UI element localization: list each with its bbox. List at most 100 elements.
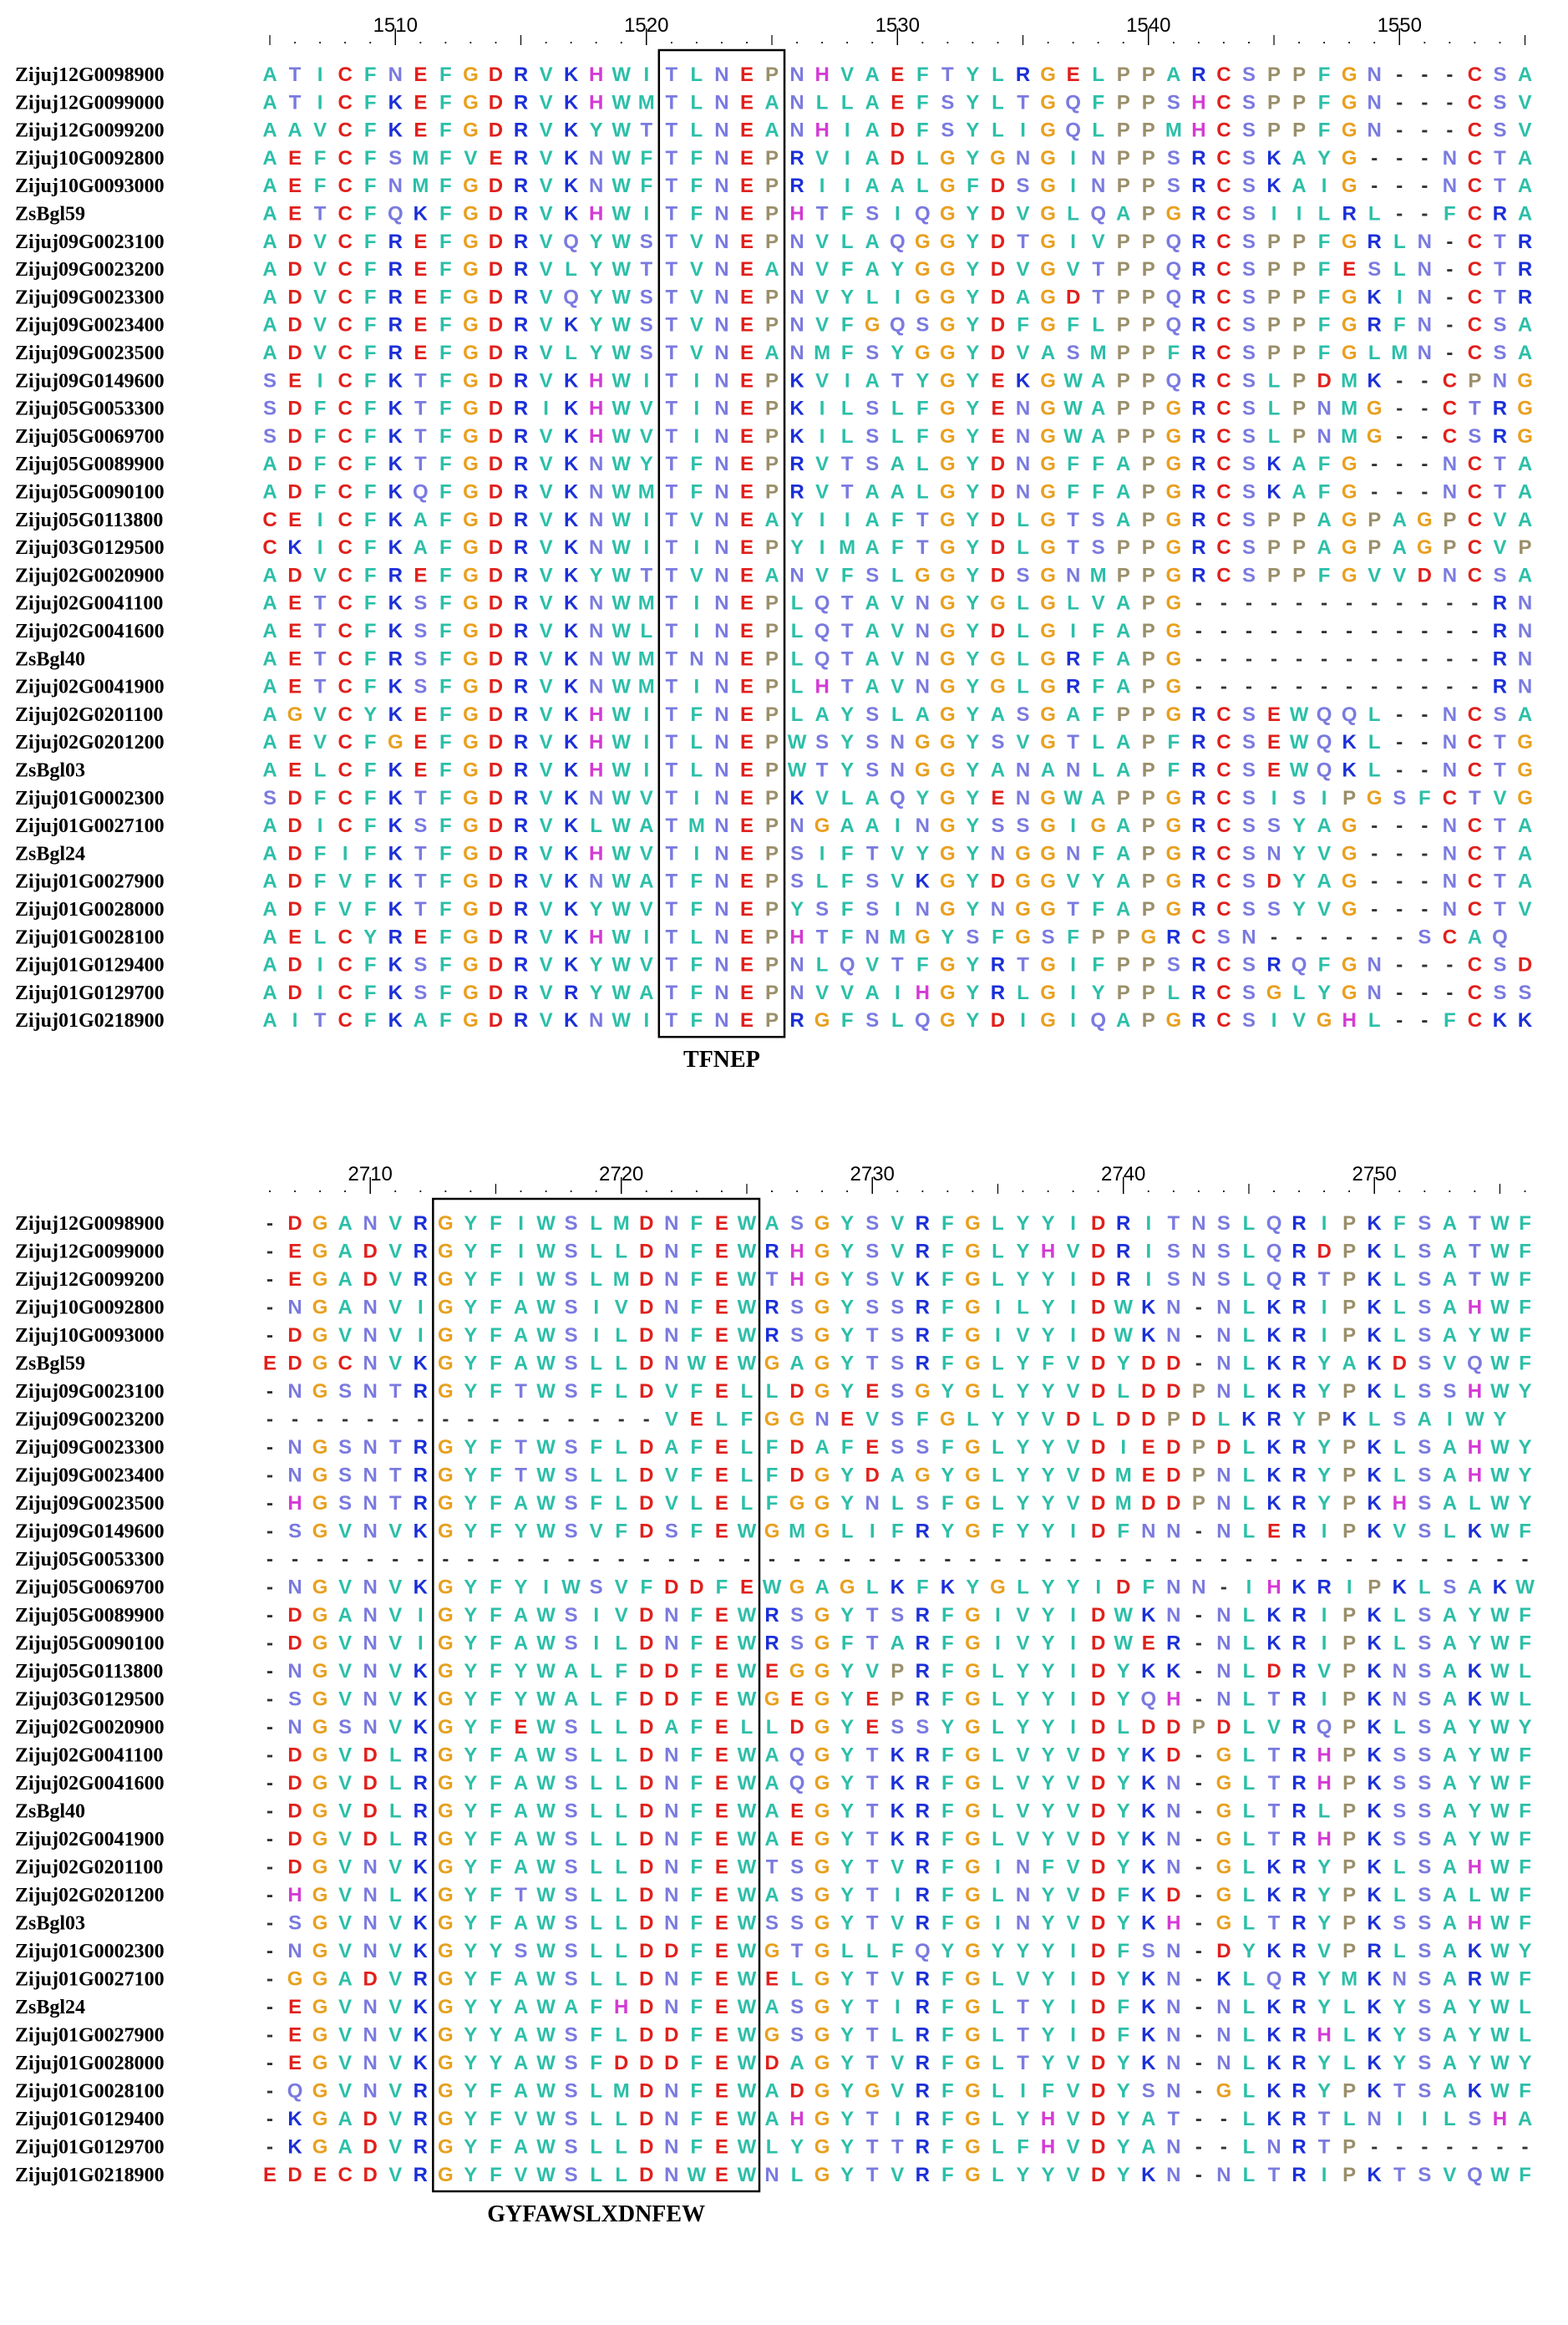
residue: R [414,1744,428,1767]
residue: P [1142,703,1155,726]
residue: S [565,2080,578,2103]
residue: D [489,815,503,837]
residue: W [738,2136,757,2159]
residue: R [1291,1744,1306,1767]
residue: P [1192,1436,1205,1459]
residue: G [965,1297,981,1319]
residue: F [916,954,929,977]
ruler-label: 1540 [1126,14,1170,37]
residue: S [865,453,879,475]
residue: T [941,63,954,86]
residue: P [1368,509,1381,531]
ruler-dot: . [1297,30,1302,47]
residue: P [1292,564,1306,586]
residue: G [1342,231,1357,253]
residue: L [992,2080,1004,2103]
residue: G [789,1576,805,1599]
residue: W [1063,398,1083,420]
residue: G [965,1465,981,1487]
residue: F [1318,63,1331,86]
residue: V [1067,1465,1080,1487]
residue: K [388,871,403,893]
residue: T [665,564,677,586]
residue: I [643,509,649,531]
residue: Q [1467,2164,1483,2186]
residue: S [388,147,402,170]
residue: V [1017,1324,1030,1347]
residue: V [540,342,553,364]
residue: S [891,1409,904,1431]
residue: - [1471,592,1478,615]
residue: M [789,1520,805,1543]
residue: K [564,954,579,977]
residue: F [364,731,377,754]
residue: F [941,1212,954,1235]
residue: H [589,731,603,754]
residue: W [1490,1884,1510,1906]
residue: T [665,175,677,197]
residue: A [865,787,880,810]
residue: A [764,564,779,586]
residue: K [287,2108,302,2130]
residue: V [388,1968,402,1991]
residue: L [992,1744,1004,1767]
residue: R [1493,620,1507,642]
residue: R [414,1380,428,1403]
residue: W [1290,703,1309,726]
residue: K [564,647,579,670]
residue: G [312,1968,328,1991]
residue: K [1368,1604,1383,1627]
residue: F [691,1856,703,1879]
residue: G [1342,286,1357,308]
residue: F [439,63,452,86]
residue: I [820,536,825,559]
residue: D [789,1380,804,1403]
residue: E [414,63,427,86]
residue: S [1242,119,1256,142]
residue: W [738,1800,757,1823]
residue: K [564,1009,579,1032]
residue: - [317,1548,323,1571]
residue: D [1091,1632,1105,1655]
residue: S [1092,509,1105,531]
residue: G [312,1940,328,1962]
residue: D [991,342,1005,364]
residue: V [665,1465,678,1487]
sequence-name: Zijuj01G0027100 [15,815,165,837]
residue: D [1116,1409,1130,1431]
residue: I [1070,147,1076,170]
residue: Q [1291,954,1307,977]
residue: H [1166,1912,1180,1935]
residue: L [1243,1492,1256,1515]
residue: V [690,258,703,281]
residue: F [691,2136,703,2159]
residue: P [1342,1744,1356,1767]
residue: V [1267,1716,1281,1739]
residue: - [1396,954,1403,977]
residue: F [1318,314,1331,337]
residue: W [688,2164,707,2186]
residue: G [814,1520,830,1543]
residue: E [1267,731,1281,754]
residue: G [1342,564,1357,586]
residue: L [1243,1884,1256,1906]
residue: K [388,369,403,392]
residue: K [891,1772,906,1795]
residue: L [741,1465,754,1487]
ruler-dot: . [820,30,825,47]
residue: - [1446,63,1453,86]
residue: I [1070,815,1076,837]
residue: - [1396,926,1403,948]
residue: W [536,1241,556,1263]
residue: F [1519,1884,1531,1906]
residue: K [1368,1241,1383,1263]
residue: G [438,1828,454,1850]
residue: V [665,1409,678,1431]
residue: R [414,1968,428,1991]
residue: S [1217,1241,1231,1263]
residue: K [414,1716,429,1739]
residue: V [1443,2164,1456,2186]
residue: E [288,203,302,226]
residue: T [314,620,327,642]
residue: I [895,286,901,308]
